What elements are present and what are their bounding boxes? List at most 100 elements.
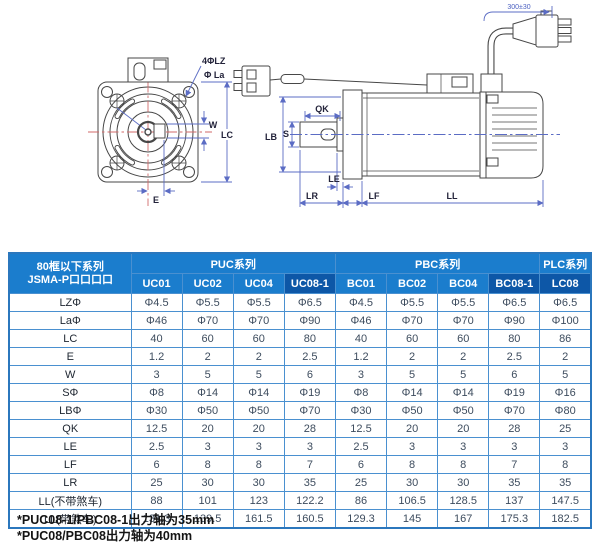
dimension-value: 60 (232, 329, 285, 348)
dimension-value: 88 (130, 491, 183, 510)
dimension-value: 3 (283, 437, 336, 456)
model-column-header: BC01 (334, 273, 388, 294)
dimension-row-label: QK (8, 419, 132, 438)
dimension-value: 35 (539, 473, 592, 492)
dimension-value: 128.5 (437, 491, 490, 510)
spec-table: 80框以下系列 JSMA-P口口口口 PUC系列 PBC系列 PLC系列 UC01 UC02… (8, 252, 592, 529)
model-column-header: UC08-1 (283, 273, 336, 294)
dimension-value: Φ8 (130, 383, 183, 402)
dimension-value: Φ14 (386, 383, 439, 402)
dimension-value: 60 (386, 329, 439, 348)
dimension-value: 167 (437, 509, 490, 529)
dimension-value: Φ4.5 (130, 293, 183, 312)
dimension-value: Φ90 (283, 311, 336, 330)
model-column-header: UC02 (181, 273, 234, 294)
dimension-value: 2.5 (130, 437, 183, 456)
dimension-value: 12.5 (334, 419, 388, 438)
rear-housing (485, 91, 544, 179)
dimension-value: Φ90 (488, 311, 541, 330)
dimension-value: 137 (488, 491, 541, 510)
dimension-value: Φ4.5 (334, 293, 388, 312)
dimension-value: Φ46 (130, 311, 183, 330)
dimension-value: Φ16 (539, 383, 592, 402)
dimension-value: 8 (539, 455, 592, 474)
dimension-value: 86 (334, 491, 388, 510)
dimension-value: 86 (539, 329, 592, 348)
dimension-value: 35 (488, 473, 541, 492)
dimension-value: 2.5 (283, 347, 336, 366)
dimension-value: 3 (488, 437, 541, 456)
dimension-row-label: LC (8, 329, 132, 348)
dimension-value: Φ50 (181, 401, 234, 420)
dimension-value: Φ8 (334, 383, 388, 402)
terminal-connector (127, 57, 169, 83)
dimension-value: Φ70 (488, 401, 541, 420)
dim-label-bolt-circle: Φ La (204, 70, 225, 80)
dimension-value: 2.5 (488, 347, 541, 366)
dim-label-lc: LC (221, 130, 233, 140)
dimension-value: Φ50 (437, 401, 490, 420)
series-group-header: PUC系列 (130, 252, 336, 274)
dim-label-e: E (153, 195, 159, 205)
dimension-value: 20 (181, 419, 234, 438)
dimension-value: 30 (232, 473, 285, 492)
dimension-value: 28 (488, 419, 541, 438)
dimension-value: 6 (488, 365, 541, 384)
dimension-value: 40 (334, 329, 388, 348)
dimension-value: Φ19 (283, 383, 336, 402)
dimension-value: Φ5.5 (181, 293, 234, 312)
dimension-value: Φ70 (386, 311, 439, 330)
dimension-value: 8 (437, 455, 490, 474)
dimension-value: 2.5 (334, 437, 388, 456)
footnotes: *PUC08-1/PBC08-1出力轴为35mm *PUC08/PBC08出力轴… (17, 512, 214, 544)
dimension-value: 12.5 (130, 419, 183, 438)
dimension-value: 3 (130, 365, 183, 384)
dim-label-s: S (283, 129, 289, 139)
dimension-value: Φ70 (181, 311, 234, 330)
dimension-value: Φ46 (334, 311, 388, 330)
dimension-value: 5 (437, 365, 490, 384)
dimension-value: 1.2 (130, 347, 183, 366)
table-row: LE 2.5 3 3 3 2.5 3 3 3 3 (8, 437, 592, 456)
dimension-value: 5 (181, 365, 234, 384)
dimension-value: 3 (181, 437, 234, 456)
dimension-value: Φ100 (539, 311, 592, 330)
dimension-value: 30 (437, 473, 490, 492)
dimension-value: 3 (437, 437, 490, 456)
dimension-value: Φ70 (437, 311, 490, 330)
table-row: E 1.2 2 2 2.5 1.2 2 2 2.5 2 (8, 347, 592, 366)
dimension-value: 80 (488, 329, 541, 348)
dimension-value: Φ6.5 (283, 293, 336, 312)
keyway (153, 123, 166, 139)
model-column-header: BC08-1 (488, 273, 541, 294)
dim-label-lb: LB (265, 132, 277, 142)
table-row: QK 12.5 20 20 28 12.5 20 20 28 25 (8, 419, 592, 438)
dimension-value: 20 (437, 419, 490, 438)
technical-drawing: LC W E 4ΦLZ Φ La (88, 4, 572, 208)
dimension-value: 1.2 (334, 347, 388, 366)
dimension-value: Φ6.5 (488, 293, 541, 312)
dimension-row-label: W (8, 365, 132, 384)
dimension-value: 35 (283, 473, 336, 492)
dim-label-cable-length: 300±30 (507, 4, 530, 11)
dimension-value: Φ50 (386, 401, 439, 420)
cable-clamp (480, 73, 503, 93)
dimension-value: 129.3 (334, 509, 388, 529)
dimension-value: Φ5.5 (386, 293, 439, 312)
dimension-value: Φ14 (232, 383, 285, 402)
motor-front-view: LC W E 4ΦLZ Φ La (88, 56, 235, 206)
dimension-value: Φ6.5 (539, 293, 592, 312)
dimension-row-label: LZΦ (8, 293, 132, 312)
dimension-value: 106.5 (386, 491, 439, 510)
dimension-value: Φ5.5 (232, 293, 285, 312)
model-column-header: UC04 (232, 273, 285, 294)
dimension-value: 28 (283, 419, 336, 438)
dimension-value: 3 (334, 365, 388, 384)
dimension-value: 2 (386, 347, 439, 366)
table-row: LL(带煞车) 131.3 139.5 161.5 160.5 129.3 145 167 17… (8, 509, 592, 529)
dimension-value: 60 (437, 329, 490, 348)
dimension-row-label: LR (8, 473, 132, 492)
dimension-value: 101 (181, 491, 234, 510)
dimension-value: 3 (232, 437, 285, 456)
